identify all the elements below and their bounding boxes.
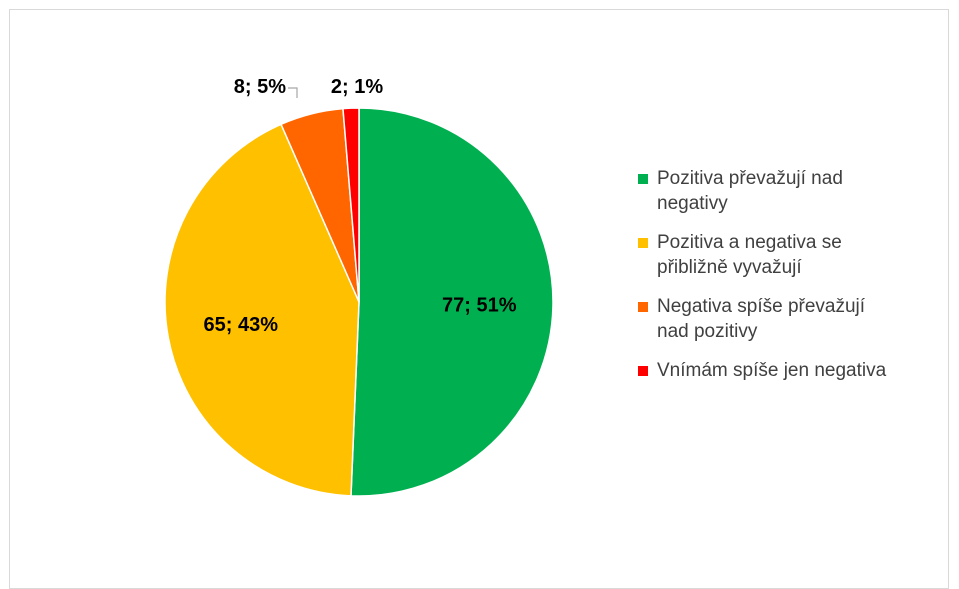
legend-label-line: Pozitiva převažují nad bbox=[657, 168, 843, 189]
legend-label-line: přibližně vyvažují bbox=[657, 257, 802, 278]
pie-slice bbox=[164, 123, 360, 497]
legend-label-line: Vnímám spíše jen negativa bbox=[657, 360, 887, 381]
legend: Pozitiva převažují nad negativy Pozitiva… bbox=[636, 166, 951, 397]
data-label: 77; 51% bbox=[442, 294, 517, 316]
legend-item-pozitiva-prevazuji: Pozitiva převažují nad negativy bbox=[636, 166, 951, 216]
legend-swatch bbox=[638, 174, 648, 184]
pie-chart: 77; 51% 65; 43% 8; 5% 2; 1% bbox=[164, 76, 554, 497]
legend-swatch bbox=[638, 238, 648, 248]
legend-label-line: nad pozitivy bbox=[657, 321, 758, 342]
legend-item-vyvazuji: Pozitiva a negativa se přibližně vyvažuj… bbox=[636, 230, 951, 280]
pie-slices bbox=[164, 107, 554, 497]
leader-lines bbox=[288, 87, 298, 98]
data-label: 65; 43% bbox=[204, 314, 279, 336]
legend-label-line: negativy bbox=[657, 193, 728, 214]
legend-item-negativa-prevazuji: Negativa spíše převažují nad pozitivy bbox=[636, 294, 951, 344]
legend-item-jen-negativa: Vnímám spíše jen negativa bbox=[636, 358, 951, 383]
legend-label-line: Pozitiva a negativa se bbox=[657, 232, 842, 253]
leader-line bbox=[288, 87, 298, 98]
legend-label-line: Negativa spíše převažují bbox=[657, 296, 866, 317]
data-label: 2; 1% bbox=[331, 76, 383, 98]
pie-slice bbox=[342, 107, 360, 303]
data-label: 8; 5% bbox=[234, 76, 286, 98]
legend-swatch bbox=[638, 366, 648, 376]
pie-slice bbox=[350, 107, 554, 497]
legend-swatch bbox=[638, 302, 648, 312]
data-labels: 77; 51% 65; 43% 8; 5% 2; 1% bbox=[204, 76, 517, 336]
